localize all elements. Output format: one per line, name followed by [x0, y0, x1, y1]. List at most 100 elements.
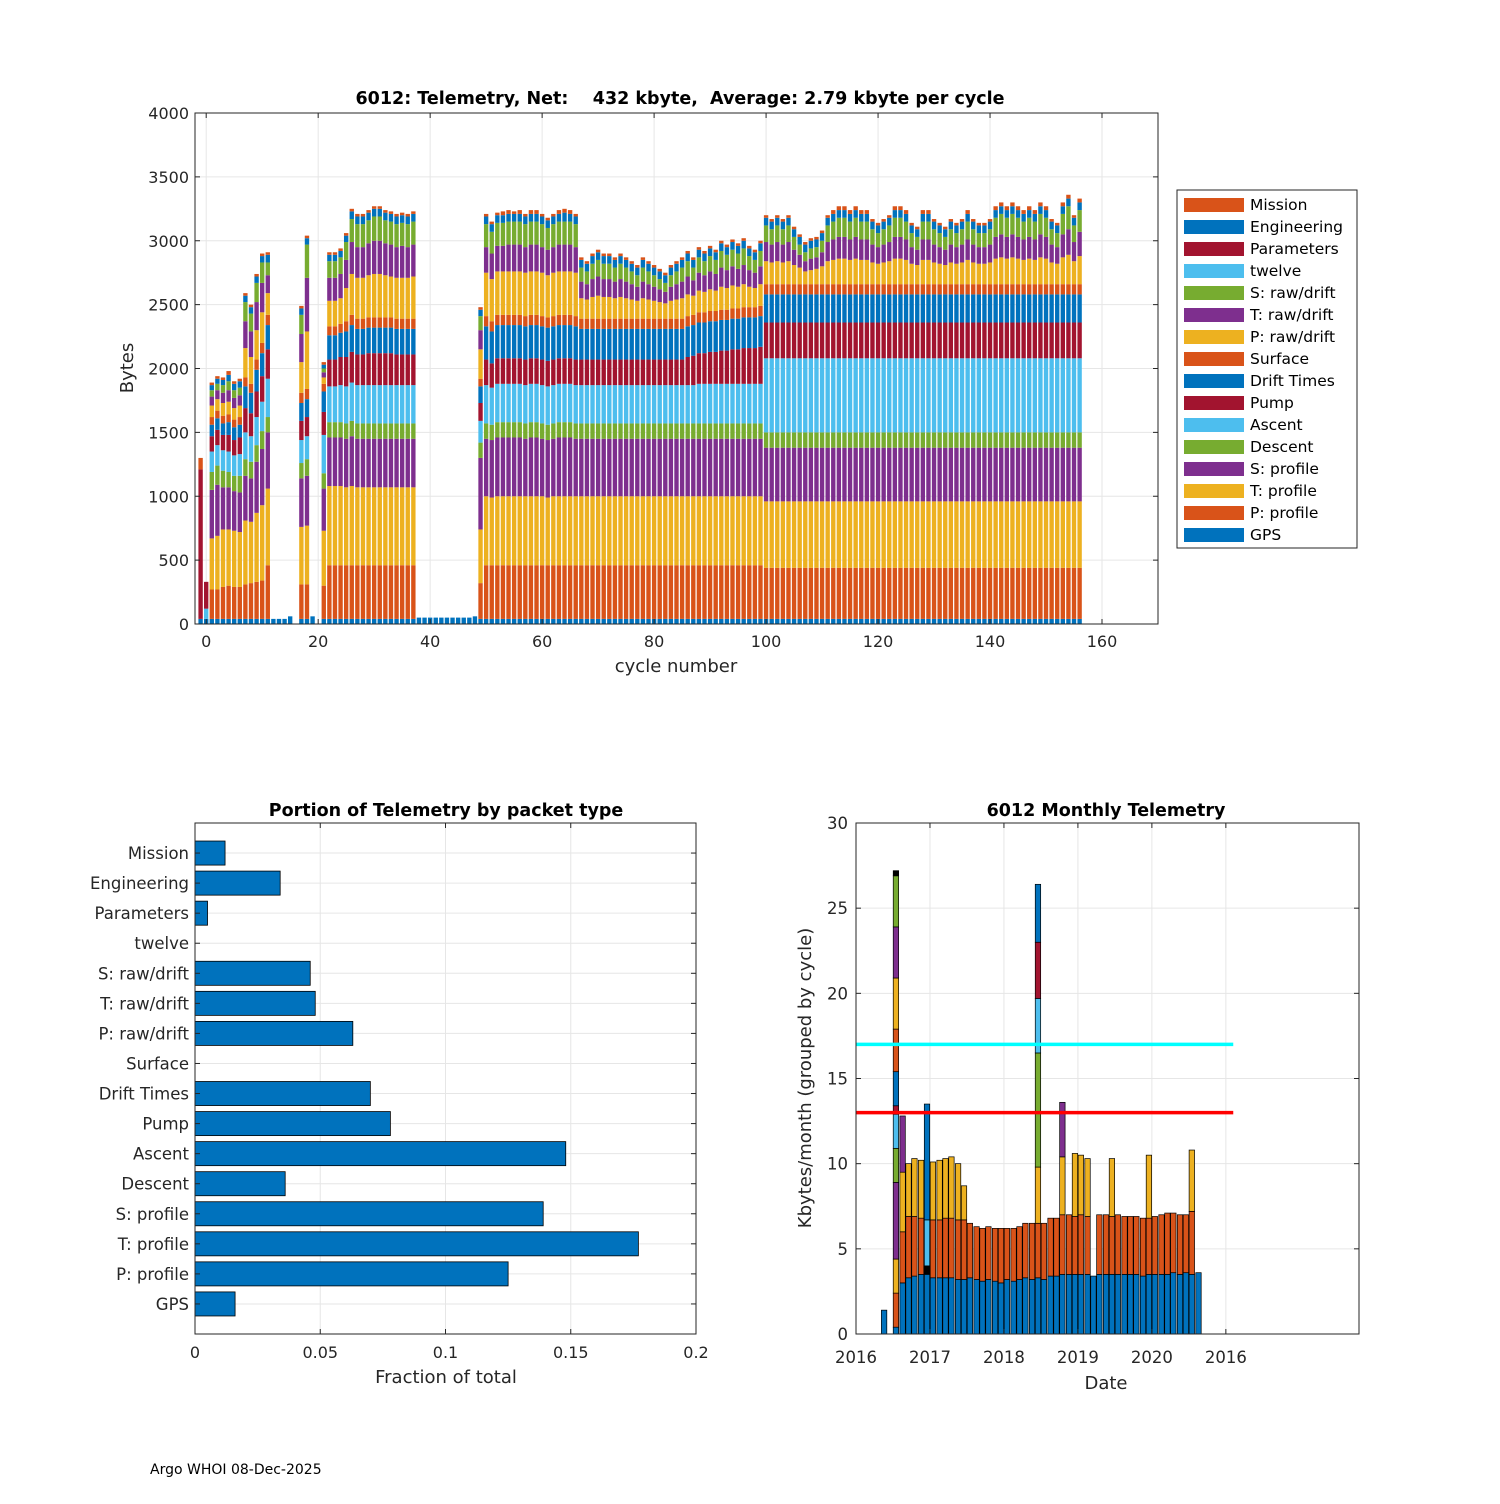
cycle-bar-segment	[355, 423, 360, 439]
cycle-bar-segment	[483, 224, 489, 248]
cycle-bar-segment	[954, 567, 959, 619]
cycle-bar-segment	[1049, 221, 1054, 230]
month-bar-segment	[905, 1163, 912, 1217]
cycle-bar-segment	[607, 496, 612, 566]
bl-category-label: Ascent	[133, 1145, 190, 1164]
cycle-bar-segment	[909, 222, 914, 226]
cycle-bar-segment	[1043, 447, 1049, 502]
cycle-bar-segment	[993, 447, 998, 502]
cycle-bar-segment	[663, 565, 668, 619]
cycle-bar-segment	[590, 359, 595, 386]
cycle-bar-segment	[226, 422, 231, 435]
cycle-bar-segment	[299, 478, 304, 527]
cycle-bar-segment	[1015, 217, 1021, 237]
cycle-bar-segment	[763, 322, 769, 359]
cycle-bar-segment	[243, 432, 248, 460]
cycle-bar-segment	[763, 225, 769, 243]
cycle-bar-segment	[657, 302, 662, 319]
cycle-bar-segment	[534, 383, 539, 423]
cycle-bar-segment	[881, 284, 886, 295]
cycle-bar-segment	[467, 617, 472, 624]
cycle-bar-segment	[646, 423, 651, 439]
cycle-bar-segment	[265, 432, 270, 489]
cycle-bar-segment	[1032, 618, 1038, 624]
cycle-bar-segment	[976, 447, 982, 502]
month-bar-segment	[911, 1216, 918, 1277]
cycle-bar-segment	[405, 247, 410, 278]
cycle-bar-segment	[903, 501, 909, 568]
cycle-bar-segment	[584, 565, 590, 619]
month-bar-segment	[905, 1277, 912, 1335]
cycle-bar-segment	[987, 567, 993, 619]
cycle-bar-segment	[859, 432, 864, 448]
month-bar-segment	[1003, 1228, 1010, 1280]
cycle-bar-segment	[360, 565, 366, 619]
cycle-bar-segment	[987, 501, 993, 568]
packet-fraction-bar	[194, 1291, 236, 1317]
cycle-bar-segment	[719, 350, 724, 384]
cycle-bar-segment	[999, 284, 1004, 295]
cycle-bar-segment	[965, 567, 970, 619]
month-bar-segment	[948, 1277, 955, 1335]
legend-swatch	[1184, 220, 1244, 234]
cycle-bar-segment	[875, 233, 881, 248]
bl-x-tick-label: 0.1	[433, 1343, 458, 1362]
cycle-bar-segment	[881, 244, 886, 263]
cycle-bar-segment	[965, 447, 970, 502]
cycle-bar-segment	[215, 618, 220, 624]
cycle-bar-segment	[237, 424, 242, 438]
cycle-bar-segment	[685, 326, 690, 358]
cycle-bar-segment	[411, 213, 416, 222]
cycle-bar-segment	[646, 263, 651, 272]
cycle-bar-segment	[747, 348, 752, 384]
cycle-bar-segment	[909, 294, 914, 323]
cycle-bar-segment	[590, 253, 595, 257]
month-bar-segment	[1139, 1217, 1147, 1277]
cycle-bar-segment	[646, 496, 651, 566]
cycle-bar-segment	[405, 487, 410, 566]
cycle-bar-segment	[573, 565, 578, 619]
cycle-bar-segment	[528, 221, 534, 245]
cycle-bar-segment	[741, 348, 746, 384]
cycle-bar-segment	[853, 217, 858, 237]
cycle-bar-segment	[747, 286, 752, 308]
cycle-bar-segment	[366, 423, 371, 439]
cycle-bar-segment	[668, 565, 674, 619]
cycle-bar-segment	[360, 438, 366, 488]
cycle-bar-segment	[612, 423, 618, 439]
cycle-bar-segment	[629, 438, 634, 497]
month-bar-segment	[1028, 1279, 1036, 1335]
cycle-bar-segment	[797, 254, 802, 268]
cycle-bar-segment	[831, 447, 836, 502]
cycle-bar-segment	[780, 447, 786, 502]
cycle-bar-segment	[713, 290, 718, 312]
cycle-bar-segment	[909, 322, 914, 359]
br-y-tick-label: 25	[827, 899, 848, 918]
cycle-bar-segment	[937, 233, 942, 248]
cycle-bar-segment	[215, 383, 220, 391]
cycle-bar-segment	[1049, 322, 1054, 359]
cycle-bar-segment	[959, 447, 965, 502]
cycle-bar-segment	[1077, 256, 1082, 285]
cycle-bar-segment	[1010, 432, 1015, 448]
cycle-bar-segment	[635, 496, 640, 566]
cycle-bar-segment	[332, 326, 338, 336]
cycle-bar-segment	[500, 437, 506, 497]
cycle-bar-segment	[976, 294, 982, 323]
cycle-bar-segment	[786, 242, 791, 262]
cycle-bar-segment	[786, 567, 791, 619]
cycle-bar-segment	[752, 348, 758, 384]
cycle-bar-segment	[847, 239, 853, 260]
cycle-bar-segment	[500, 211, 506, 216]
cycle-bar-segment	[562, 325, 567, 359]
month-bar-segment	[892, 1258, 900, 1294]
cycle-bar-segment	[842, 322, 847, 359]
cycle-bar-segment	[763, 294, 769, 323]
cycle-bar-segment	[511, 325, 517, 359]
cycle-bar-segment	[215, 378, 220, 384]
cycle-bar-segment	[1038, 284, 1043, 295]
month-bar-segment	[892, 1182, 900, 1260]
cycle-bar-segment	[366, 565, 371, 619]
cycle-bar-segment	[349, 273, 354, 315]
cycle-bar-segment	[1055, 284, 1060, 295]
